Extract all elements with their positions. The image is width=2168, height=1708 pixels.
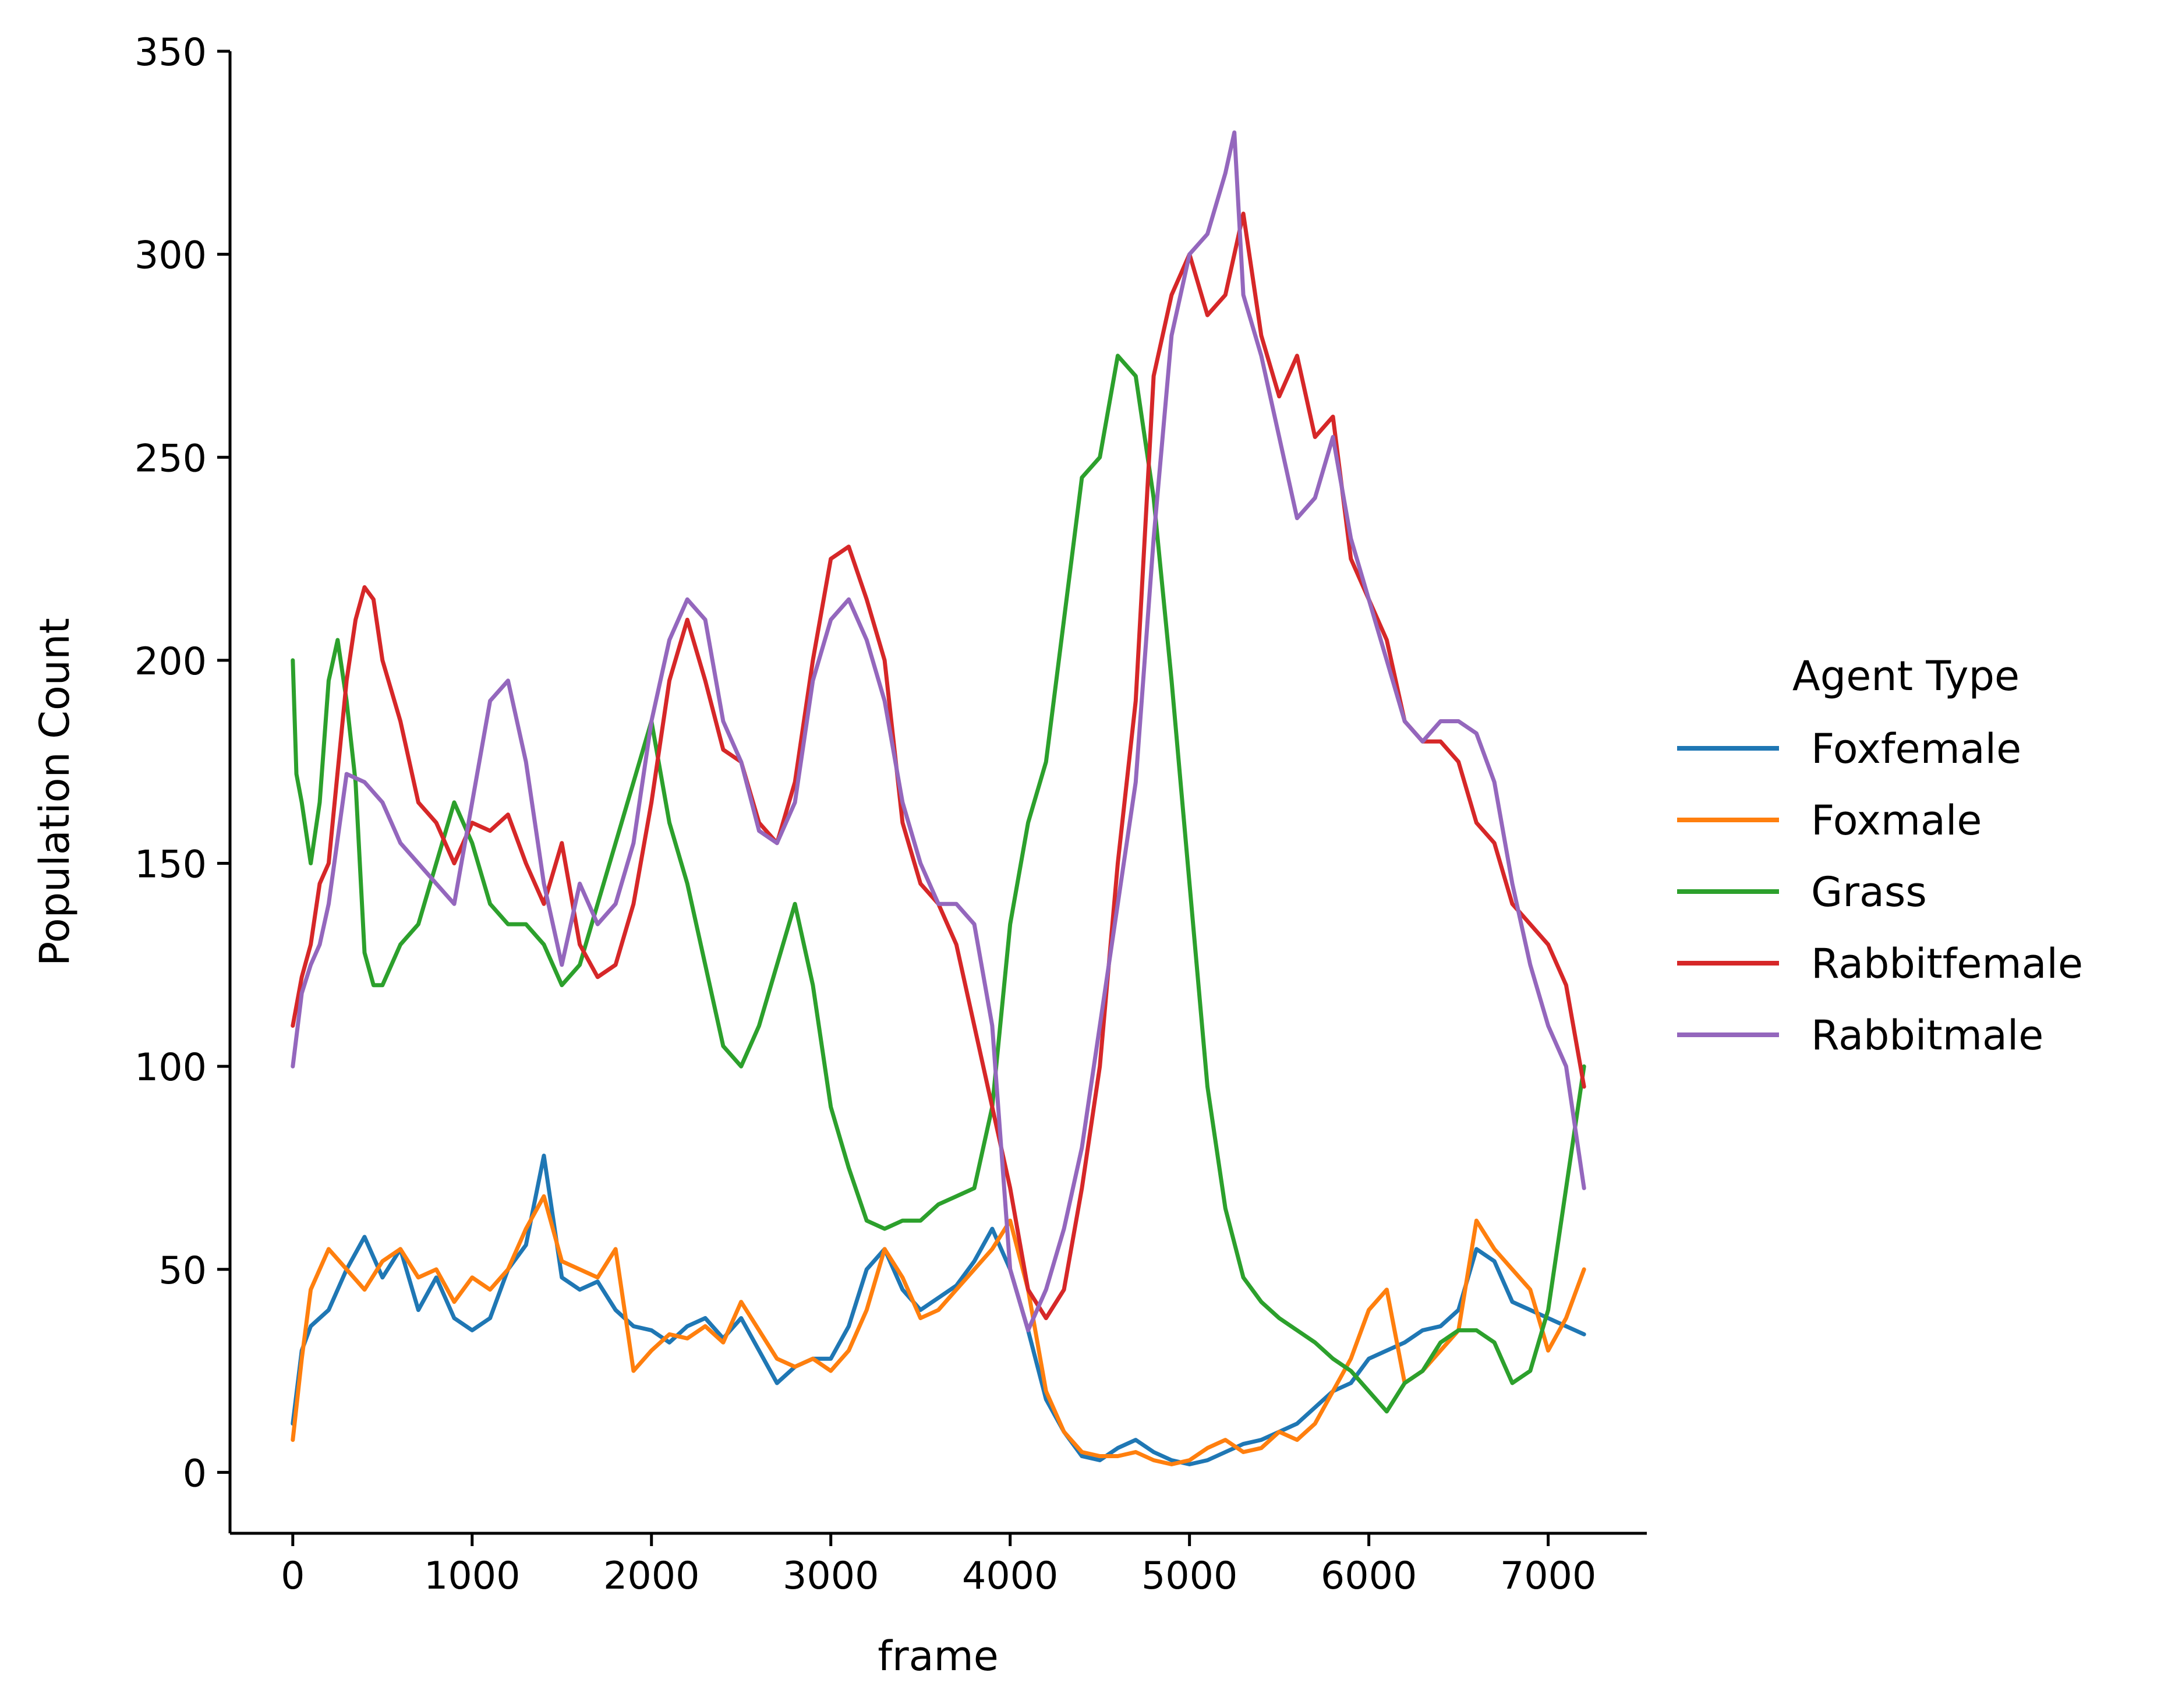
legend-title: Agent Type (1792, 652, 2020, 700)
legend-items: Foxfemale Foxmale Grass Rabbitfemale Rabbitm… (1677, 725, 2083, 1059)
y-tick-label: 200 (135, 640, 207, 684)
y-tick-label: 0 (183, 1452, 207, 1495)
series-line-foxfemale (291, 1154, 1586, 1466)
y-tick-label: 250 (135, 437, 207, 480)
legend: Agent Type Foxfemale Foxmale Grass Rabbitfe… (1677, 652, 2083, 1059)
legend-label-foxfemale: Foxfemale (1811, 725, 2021, 773)
x-tick-label: 6000 (1321, 1554, 1417, 1598)
series-line-rabbitmale (291, 130, 1586, 1332)
x-tick-label: 0 (281, 1554, 305, 1598)
legend-label-foxmale: Foxmale (1811, 797, 1982, 844)
y-tick-label: 150 (135, 843, 207, 887)
axes: 0 1000 2000 3000 4000 5000 6000 7000 0 50 100 150 2… (135, 31, 1647, 1598)
y-tick-label: 100 (135, 1046, 207, 1090)
y-ticks: 0 50 100 150 200 250 300 350 (135, 31, 230, 1495)
series-line-foxmale (291, 1194, 1586, 1466)
x-ticks: 0 1000 2000 3000 4000 5000 6000 7000 (281, 1533, 1596, 1598)
x-axis-label: frame (878, 1632, 999, 1680)
y-axis-label: Population Count (31, 618, 79, 966)
x-tick-label: 2000 (603, 1554, 699, 1598)
x-tick-label: 4000 (962, 1554, 1058, 1598)
legend-label-rabbitmale: Rabbitmale (1811, 1012, 2043, 1059)
y-tick-label: 300 (135, 234, 207, 278)
legend-label-grass: Grass (1811, 868, 1927, 916)
x-tick-label: 3000 (783, 1554, 879, 1598)
x-tick-label: 5000 (1141, 1554, 1237, 1598)
legend-label-rabbitfemale: Rabbitfemale (1811, 940, 2083, 988)
series-line-rabbitfemale (291, 211, 1586, 1320)
y-tick-label: 50 (158, 1249, 207, 1293)
series-line-grass (291, 353, 1586, 1414)
x-tick-label: 7000 (1500, 1554, 1596, 1598)
x-tick-label: 1000 (424, 1554, 520, 1598)
y-tick-label: 350 (135, 31, 207, 75)
plot-lines (291, 130, 1586, 1466)
